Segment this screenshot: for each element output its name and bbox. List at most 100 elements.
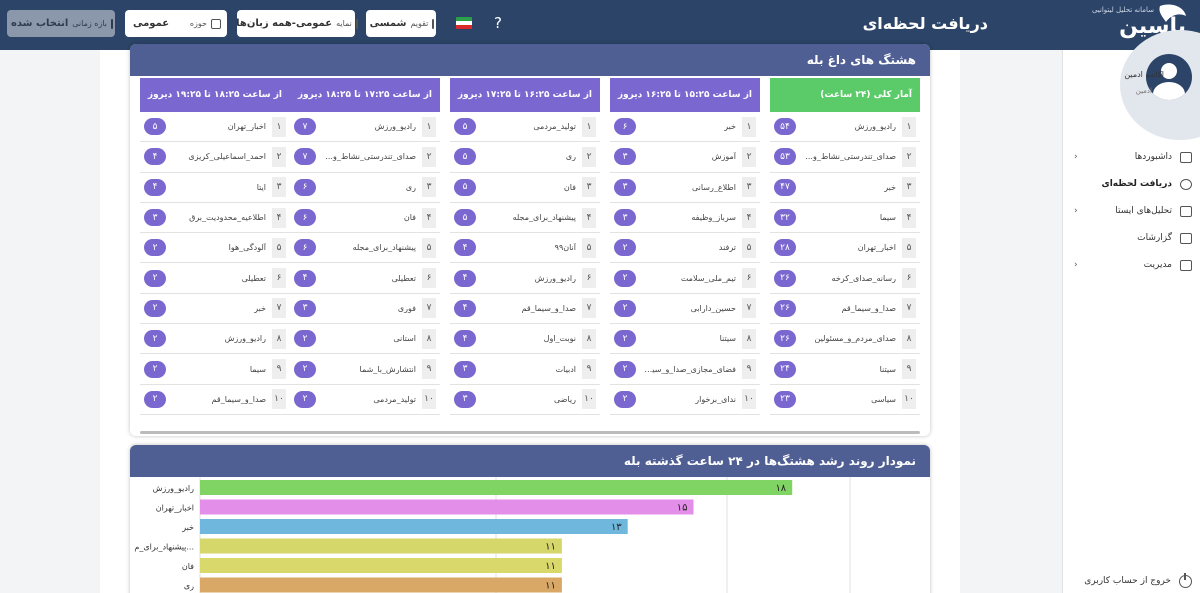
hashtag-row[interactable]: ۹ ادبیات ۳ [450,354,600,385]
hashtag-row[interactable]: ۲ صدای_تندرستی_نشاط_و... ۵۳ [770,142,920,173]
hashtag-row[interactable]: ۵ آلودگی_هوا ۲ [140,233,290,264]
hashtag-label[interactable]: اخبار_تهران [857,243,896,253]
domain-selector[interactable]: حوزه عمومی [125,10,227,37]
hashtag-label[interactable]: صدای_مردم_و_مسئولین [814,334,896,344]
hashtag-label[interactable]: ری [565,152,576,162]
hashtag-label[interactable]: تیم_ملی_سلامت [680,273,736,283]
hashtag-row[interactable]: ۶ رسانه_صدای_کرخه ۲۶ [770,263,920,294]
sidebar-item-reports[interactable]: گزارشات [1062,228,1200,248]
hashtag-label[interactable]: استانی [393,334,416,344]
hashtag-label[interactable]: احمد_اسماعیلی_کریزی [188,152,266,162]
bar[interactable] [200,558,562,573]
hashtag-row[interactable]: ۵ ترفند ۲ [610,233,760,264]
sidebar-item-management[interactable]: مدیریت ‹ [1062,255,1200,275]
hashtag-row[interactable]: ۱ رادیو_ورزش ۵۴ [770,112,920,143]
hashtag-row[interactable]: ۴ اطلاعیه_محدودیت_برق ۳ [140,203,290,234]
sidebar-item-static-analysis[interactable]: تحلیل‌های ایستا ‹ [1062,201,1200,221]
hashtag-label[interactable]: تعطیلی [391,273,416,283]
hashtag-label[interactable]: سیما [879,213,896,223]
hashtag-row[interactable]: ۸ سیتنا ۲ [610,324,760,355]
hashtag-label[interactable]: اخبار_تهران [227,122,266,132]
hashtag-label[interactable]: اطلاع_رسانی [691,182,736,192]
hashtag-label[interactable]: فضای_مجازی_صدا_و_سیم... [642,364,736,374]
hashtag-label[interactable]: سرباز_وظیفه [691,213,736,223]
hashtag-row[interactable]: ۳ خبر ۴۷ [770,173,920,203]
bar[interactable] [200,577,562,593]
help-icon[interactable]: ? [494,14,502,32]
hashtag-row[interactable]: ۲ صدای_تندرستی_نشاط_و... ۷ [290,142,440,173]
hashtag-label[interactable]: تولید_مردمی [533,122,576,132]
hashtag-row[interactable]: ۱۰ ندای_برخوار ۲ [610,385,760,415]
hashtag-label[interactable]: رسانه_صدای_کرخه [831,273,896,283]
hashtag-label[interactable]: فان [403,213,416,223]
sidebar-item-realtime[interactable]: دریافت لحظه‌ای [1062,174,1200,194]
hashtag-label[interactable]: ایتا [256,182,266,192]
hashtag-label[interactable]: آلودگی_هوا [228,243,266,253]
hashtag-row[interactable]: ۲ ری ۵ [450,142,600,173]
hashtag-row[interactable]: ۱۰ تولید_مردمی ۲ [290,385,440,415]
hashtag-row[interactable]: ۷ فوری ۳ [290,294,440,325]
hashtag-label[interactable]: آموزش [711,152,736,162]
hashtag-row[interactable]: ۷ خبر ۲ [140,294,290,325]
hashtag-label[interactable]: انتشارش_با_شما [359,364,417,374]
hashtag-label[interactable]: سیما [249,364,266,374]
sidebar-item-dashboards[interactable]: داشبوردها ‹ [1062,147,1200,167]
hashtag-label[interactable]: رادیو_ورزش [854,122,896,132]
hashtag-label[interactable]: فان [563,182,576,192]
hashtag-label[interactable]: صدا_و_سیما_قم [211,394,266,404]
hashtag-label[interactable]: سیتنا [879,364,896,374]
hashtag-row[interactable]: ۸ نوبت_اول ۴ [450,324,600,355]
hashtag-row[interactable]: ۱ رادیو_ورزش ۷ [290,112,440,143]
hashtag-row[interactable]: ۳ اطلاع_رسانی ۳ [610,173,760,203]
hashtag-label[interactable]: حسین_دارابی [690,303,736,313]
hashtag-label[interactable]: سیاسی [871,394,896,404]
hashtag-label[interactable]: نوبت_اول [543,334,576,344]
hashtag-row[interactable]: ۴ پیشنهاد_برای_مجله ۵ [450,203,600,234]
hashtag-label[interactable]: ندای_برخوار [695,394,736,404]
hashtag-row[interactable]: ۸ رادیو_ورزش ۲ [140,324,290,355]
hashtag-row[interactable]: ۲ احمد_اسماعیلی_کریزی ۴ [140,142,290,173]
hashtag-row[interactable]: ۹ انتشارش_با_شما ۲ [290,354,440,385]
hashtag-row[interactable]: ۹ سیما ۲ [140,354,290,385]
hashtag-label[interactable]: خبر [884,182,896,192]
hashtag-label[interactable]: آنان۹۹ [554,243,576,253]
hashtag-label[interactable]: پیشنهاد_برای_مجله [352,243,416,253]
hashtag-row[interactable]: ۶ رادیو_ورزش ۴ [450,263,600,294]
hashtag-label[interactable]: صدای_تندرستی_نشاط_و... [805,152,896,162]
time-range-selector[interactable]: بازه زمانی انتخاب شده [7,10,115,37]
iran-flag-icon[interactable] [456,17,472,29]
hashtag-row[interactable]: ۶ تیم_ملی_سلامت ۲ [610,263,760,294]
hashtag-row[interactable]: ۵ اخبار_تهران ۲۸ [770,233,920,264]
hashtag-row[interactable]: ۱ تولید_مردمی ۵ [450,112,600,143]
hashtag-row[interactable]: ۷ حسین_دارابی ۲ [610,294,760,325]
calendar-selector[interactable]: تقویم شمسی [366,10,436,37]
hashtag-row[interactable]: ۶ تعطیلی ۲ [140,263,290,294]
hashtag-row[interactable]: ۱ اخبار_تهران ۵ [140,112,290,143]
hashtag-row[interactable]: ۴ سرباز_وظیفه ۳ [610,203,760,234]
hashtag-row[interactable]: ۲ آموزش ۳ [610,142,760,173]
profile-selector[interactable]: نمایه عمومی-همه زبان‌ها [236,10,358,37]
hashtag-row[interactable]: ۳ ری ۶ [290,173,440,203]
hashtag-row[interactable]: ۵ پیشنهاد_برای_مجله ۶ [290,233,440,264]
hashtag-row[interactable]: ۱۰ ریاضی ۳ [450,385,600,415]
hashtag-row[interactable]: ۸ استانی ۲ [290,324,440,355]
hashtag-label[interactable]: خبر [724,122,736,132]
hashtag-label[interactable]: ترفند [718,243,736,253]
hashtag-label[interactable]: تولید_مردمی [373,394,416,404]
hashtag-label[interactable]: ریاضی [554,394,576,404]
hashtag-row[interactable]: ۱ خبر ۶ [610,112,760,143]
bar[interactable] [200,519,628,534]
hashtag-row[interactable]: ۴ فان ۶ [290,203,440,234]
logout-button[interactable]: خروج از حساب کاربری [1062,570,1200,592]
hashtag-row[interactable]: ۳ ایتا ۴ [140,173,290,203]
bar[interactable] [200,480,793,495]
hashtag-row[interactable]: ۷ صدا_و_سیما_قم ۲۶ [770,294,920,325]
hashtag-label[interactable]: صدای_تندرستی_نشاط_و... [325,152,416,162]
hashtag-row[interactable]: ۶ تعطیلی ۴ [290,263,440,294]
hashtag-label[interactable]: فوری [397,303,416,313]
hashtag-label[interactable]: سیتنا [719,334,736,344]
hashtag-row[interactable]: ۱۰ سیاسی ۲۳ [770,385,920,415]
horizontal-scrollbar[interactable] [140,431,920,434]
hashtag-label[interactable]: رادیو_ورزش [534,273,576,283]
hashtag-label[interactable]: صدا_و_سیما_قم [521,303,576,313]
